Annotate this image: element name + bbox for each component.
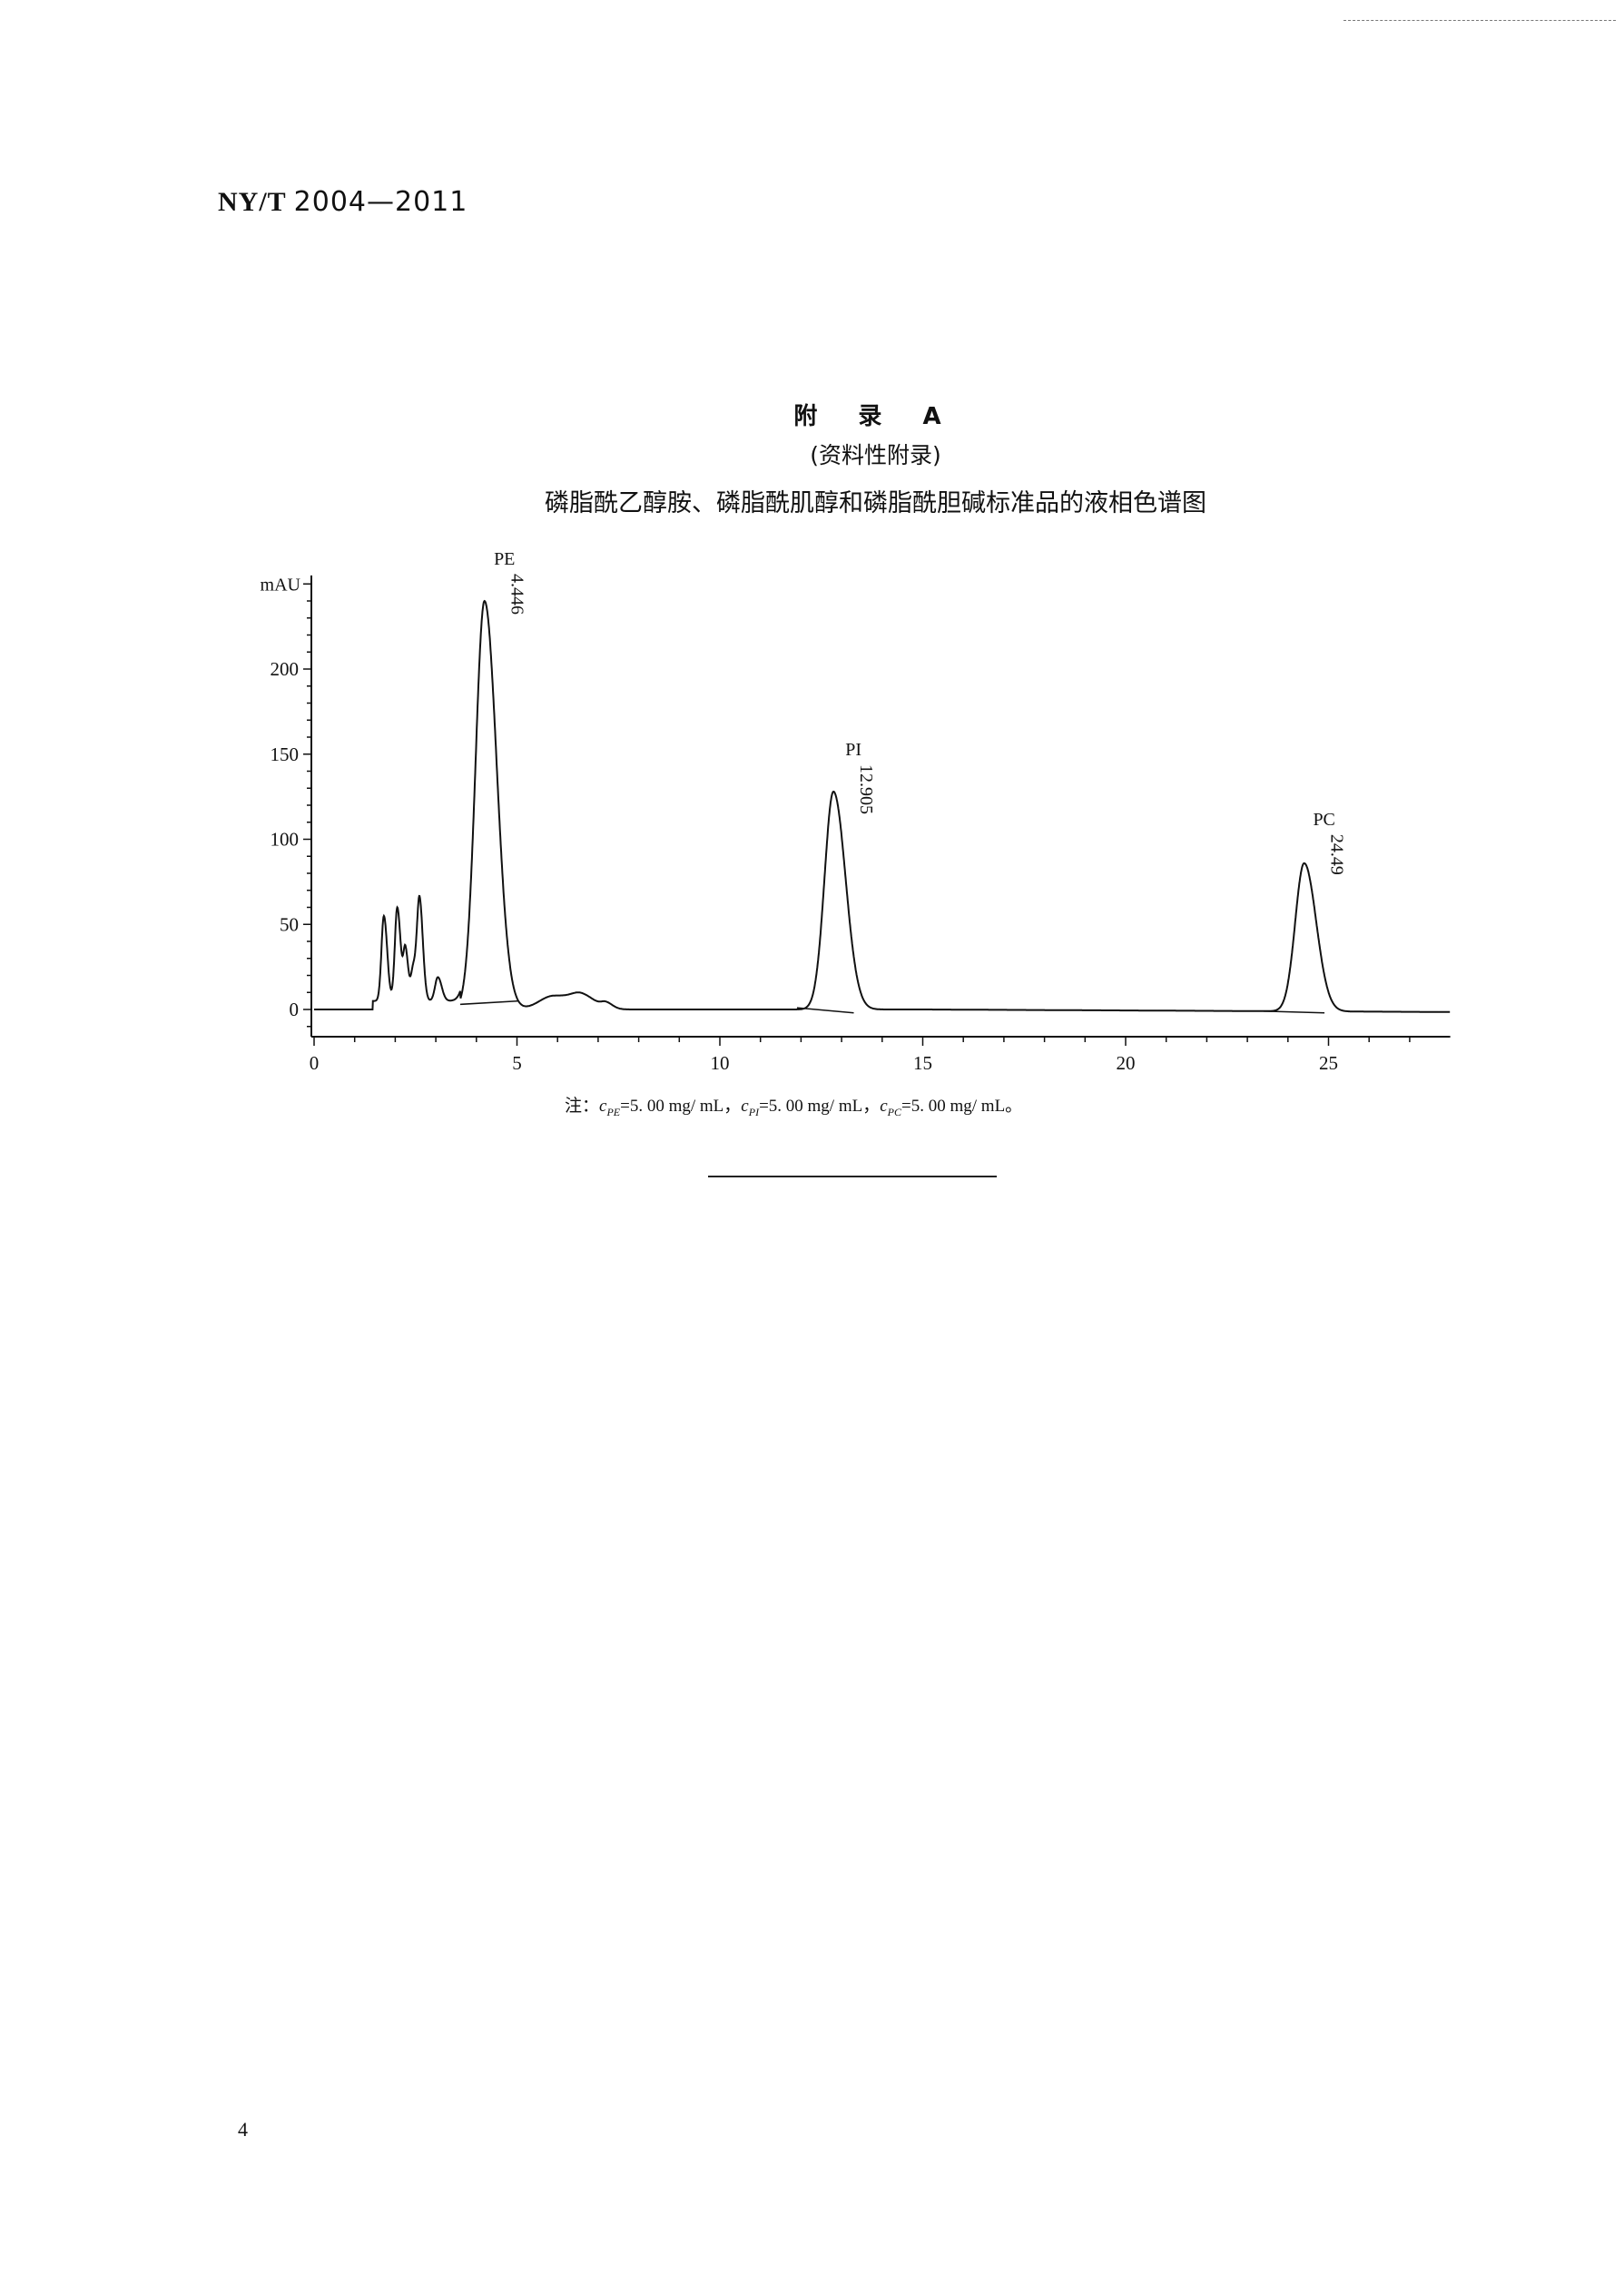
- chromatogram-trace: [314, 599, 1451, 1013]
- peak-name-label: PI: [845, 740, 861, 760]
- peak-retention-time-label: 24.49: [1327, 834, 1347, 875]
- x-tick-label: 10: [711, 1052, 730, 1074]
- y-tick-label: 100: [271, 829, 300, 851]
- integration-baselines: [459, 999, 1325, 1014]
- scan-artifact-line: [1343, 20, 1616, 21]
- axes: 0 50 100 150 200 mAU 0 5 10 15 20 25: [261, 575, 1451, 1074]
- y-tick-label: 50: [280, 913, 299, 935]
- peak-baseline: [459, 999, 519, 1006]
- end-rule: [708, 1176, 997, 1177]
- x-tick-label: 15: [913, 1052, 932, 1074]
- y-tick-label: 0: [290, 999, 300, 1020]
- appendix-type: (资料性附录): [810, 442, 941, 468]
- concentration-note: 注：cPE=5. 00 mg/ mL，cPI=5. 00 mg/ mL，cPC=…: [565, 1097, 1023, 1118]
- y-tick-label: 150: [271, 743, 300, 765]
- chromatogram-chart: 0 50 100 150 200 mAU 0 5 10 15 20 25 PE 4.446 PI 12.90…: [261, 549, 1451, 1074]
- page-number: 4: [238, 2118, 248, 2141]
- y-tick-label: 200: [271, 658, 300, 680]
- peak-baseline: [1263, 1010, 1325, 1014]
- standard-code: NY/T 2004—2011: [218, 186, 468, 218]
- peak-retention-time-label: 4.446: [507, 574, 527, 615]
- peak-baseline: [796, 1007, 854, 1014]
- y-axis-unit-label: mAU: [261, 575, 301, 595]
- peak-labels: PE 4.446 PI 12.905 PC 24.49: [494, 549, 1347, 875]
- peak-retention-time-label: 12.905: [856, 764, 876, 814]
- standard-prefix: NY/T: [218, 187, 287, 217]
- figure-title: 磷脂酰乙醇胺、磷脂酰肌醇和磷脂酰胆碱标准品的液相色谱图: [545, 489, 1206, 517]
- appendix-label: 附 录 A: [793, 403, 958, 430]
- x-tick-label: 5: [512, 1052, 522, 1074]
- x-tick-label: 0: [310, 1052, 320, 1074]
- x-tick-label: 20: [1117, 1052, 1136, 1074]
- peak-name-label: PE: [494, 549, 515, 569]
- peak-name-label: PC: [1313, 810, 1334, 830]
- standard-number: 2004—2011: [293, 186, 468, 218]
- x-tick-label: 25: [1319, 1052, 1338, 1074]
